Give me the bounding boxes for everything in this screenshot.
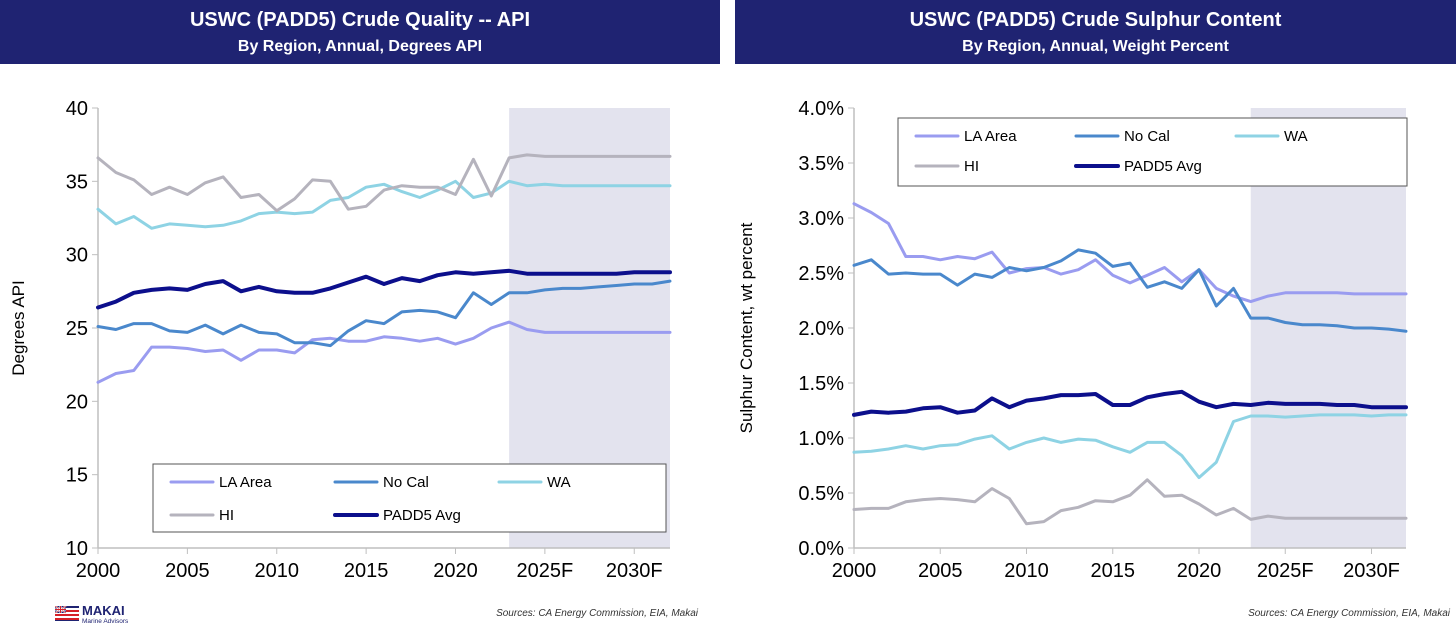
sulphur-chart: 0.0% 0.5% 1.0% 1.5% 2.0% 2.5% 3.0% 3.5% 4.0% 2000… [737, 98, 1408, 582]
y-tick-label: 40 [66, 98, 88, 120]
right-chart-title: USWC (PADD5) Crude Sulphur Content [909, 9, 1282, 31]
hawaii-flag-icon [55, 606, 79, 621]
right-chart-subtitle: By Region, Annual, Weight Percent [962, 38, 1229, 55]
sulphur-series-padd5-avg [852, 389, 1408, 417]
y-tick-label: 10 [66, 538, 88, 560]
x-tick-label: 2025F [517, 560, 574, 582]
sulphur-series-la-area [852, 202, 1408, 304]
legend-label: LA Area [964, 128, 1017, 145]
api-series-la-area [96, 320, 672, 384]
x-tick-label: 2005 [918, 560, 963, 582]
x-tick-label: 2020 [1177, 560, 1222, 582]
right-source-note: Sources: CA Energy Commission, EIA, Maka… [1248, 608, 1450, 619]
left-chart-header: USWC (PADD5) Crude Quality -- API By Reg… [0, 0, 720, 64]
y-tick-label: 0.0% [798, 538, 844, 560]
x-tick-label: 2015 [1091, 560, 1136, 582]
sulphur-series-no-cal [852, 248, 1408, 333]
x-tick-label: 2025F [1257, 560, 1314, 582]
legend-label: WA [547, 474, 571, 491]
makai-logo: MAKAI Marine Advisors [55, 604, 155, 626]
y-tick-label: 20 [66, 391, 88, 413]
y-tick-label: 1.0% [798, 428, 844, 450]
x-tick-label: 2000 [76, 560, 121, 582]
api-series-padd5-avg [96, 268, 672, 310]
x-tick-label: 2005 [165, 560, 210, 582]
y-tick-label: 15 [66, 465, 88, 487]
y-tick-label: 3.0% [798, 208, 844, 230]
api-legend: LA Area No Cal WA HI PADD5 Avg [152, 463, 667, 533]
y-tick-label: 35 [66, 171, 88, 193]
legend-frame [152, 463, 667, 533]
left-chart-title: USWC (PADD5) Crude Quality -- API [189, 9, 530, 31]
sulphur-legend: LA Area No Cal WA HI PADD5 Avg [897, 117, 1408, 187]
legend-frame [897, 117, 1408, 187]
left-chart-subtitle: By Region, Annual, Degrees API [237, 38, 483, 55]
y-tick-label: 1.5% [798, 373, 844, 395]
y-tick-label: 3.5% [798, 153, 844, 175]
y-tick-label: 30 [66, 245, 88, 267]
legend-label: PADD5 Avg [383, 507, 461, 524]
x-tick-label: 2000 [832, 560, 877, 582]
right-chart-header: USWC (PADD5) Crude Sulphur Content By Re… [735, 0, 1456, 64]
x-tick-label: 2020 [433, 560, 478, 582]
legend-label: No Cal [383, 474, 429, 491]
api-series-hi [96, 153, 672, 213]
x-tick-label: 2030F [1343, 560, 1400, 582]
y-axis-title: Degrees API [9, 280, 28, 375]
api-chart: 10 15 20 25 30 35 40 2000 2005 2010 2015 2020 2025F 2… [9, 98, 672, 582]
y-tick-label: 2.5% [798, 263, 844, 285]
logo-name: MAKAI [82, 603, 125, 618]
legend-label: PADD5 Avg [1124, 158, 1202, 175]
api-series-no-cal [96, 279, 672, 348]
legend-label: HI [219, 507, 234, 524]
legend-label: HI [964, 158, 979, 175]
legend-label: LA Area [219, 474, 272, 491]
x-tick-label: 2015 [344, 560, 389, 582]
y-tick-label: 2.0% [798, 318, 844, 340]
legend-label: WA [1284, 128, 1308, 145]
sulphur-series-wa [852, 413, 1408, 480]
y-axis-title: Sulphur Content, wt percent [737, 222, 756, 433]
api-series-wa [96, 179, 672, 230]
legend-label: No Cal [1124, 128, 1170, 145]
y-tick-label: 4.0% [798, 98, 844, 120]
y-tick-label: 0.5% [798, 483, 844, 505]
left-source-note: Sources: CA Energy Commission, EIA, Maka… [496, 608, 698, 619]
x-tick-label: 2010 [255, 560, 300, 582]
y-tick-label: 25 [66, 318, 88, 340]
x-tick-label: 2030F [606, 560, 663, 582]
x-tick-label: 2010 [1004, 560, 1049, 582]
sulphur-series-hi [852, 478, 1408, 526]
logo-tagline: Marine Advisors [82, 618, 129, 625]
